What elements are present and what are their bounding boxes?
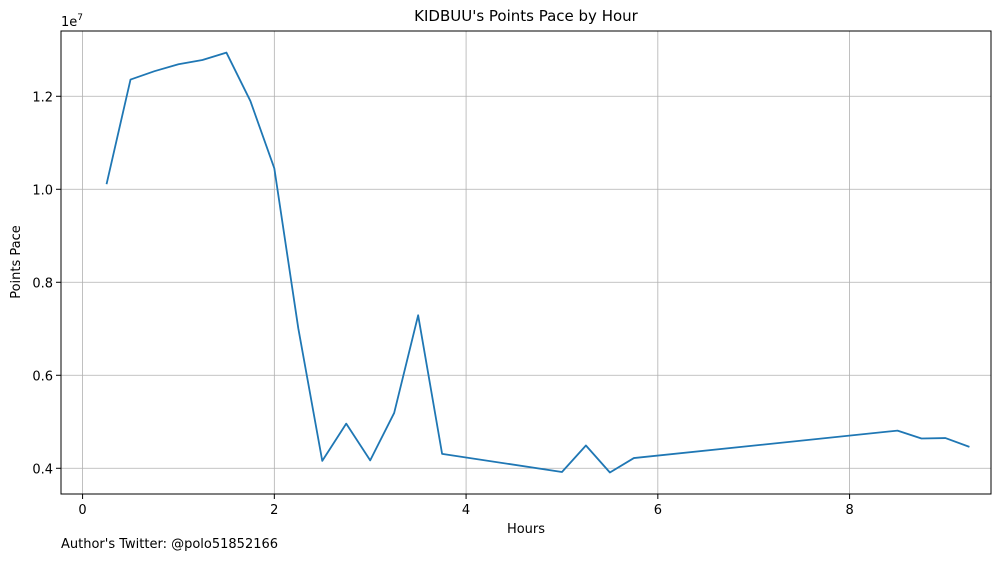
series-line bbox=[105, 51, 970, 474]
x-tick-label: 0 bbox=[78, 503, 86, 518]
x-tick-label: 2 bbox=[270, 503, 278, 518]
y-tick-label: 1.0 bbox=[32, 183, 53, 198]
chart-title: KIDBUU's Points Pace by Hour bbox=[414, 7, 639, 25]
y-tick-label: 0.4 bbox=[32, 462, 53, 477]
y-axis-offset-exponent: 7 bbox=[77, 13, 83, 23]
y-tick-label: 0.6 bbox=[32, 369, 53, 384]
x-axis-label: Hours bbox=[507, 522, 545, 537]
y-tick-label: 0.8 bbox=[32, 276, 53, 291]
x-tick-label: 8 bbox=[845, 503, 853, 518]
author-twitter-note: Author's Twitter: @polo51852166 bbox=[61, 537, 279, 552]
y-axis-label: Points Pace bbox=[9, 225, 24, 299]
x-tick-label: 4 bbox=[462, 503, 470, 518]
axis-ticks: 0 2 4 6 8 0.4 0.6 0.8 1.0 1.2 bbox=[32, 90, 853, 518]
series-group bbox=[105, 51, 970, 474]
plot-area-frame bbox=[60, 30, 992, 495]
grid bbox=[61, 31, 991, 494]
x-tick-label: 6 bbox=[654, 503, 662, 518]
y-axis-offset-label: 1e7 bbox=[61, 13, 83, 30]
y-tick-label: 1.2 bbox=[32, 90, 53, 105]
